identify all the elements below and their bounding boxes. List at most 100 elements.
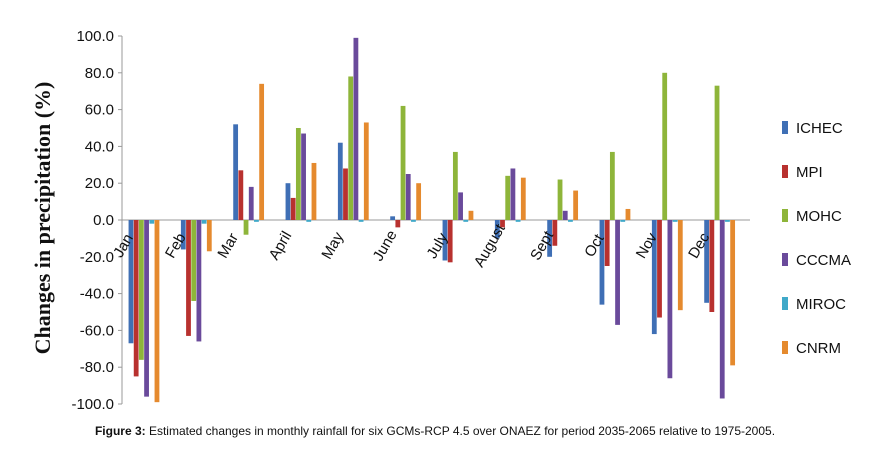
bar-cccma-august xyxy=(510,168,516,220)
bar-cnrm-august xyxy=(520,177,526,220)
y-tick-label: -100.0 xyxy=(71,396,114,413)
bar-mohc-mar xyxy=(243,220,249,235)
caption-text: Estimated changes in monthly rainfall fo… xyxy=(145,424,776,438)
bar-cnrm-june xyxy=(416,183,422,220)
bar-cnrm-april xyxy=(311,162,317,220)
bar-miroc-oct xyxy=(620,220,626,222)
bar-mpi-july xyxy=(447,220,453,263)
bar-ichec-june xyxy=(390,216,396,220)
y-tick-label: -80.0 xyxy=(80,359,114,376)
legend-label-cccma: CCCMA xyxy=(796,252,851,269)
x-tick-label: May xyxy=(318,229,347,262)
legend-swatch-mohc xyxy=(782,209,788,222)
bar-miroc-sept xyxy=(568,220,573,222)
bar-mpi-sept xyxy=(552,220,558,246)
bar-cccma-oct xyxy=(615,220,620,325)
bar-cnrm-mar xyxy=(259,83,265,220)
bar-ichec-oct xyxy=(599,220,605,305)
bar-mohc-june xyxy=(400,105,406,220)
x-tick-label: Mar xyxy=(214,230,242,261)
y-axis-label: Changes in precipitation (%) xyxy=(30,82,55,355)
legend-label-miroc: MIROC xyxy=(796,296,846,313)
legend-label-ichec: ICHEC xyxy=(796,120,843,137)
bar-ichec-nov xyxy=(651,220,657,335)
bar-cccma-july xyxy=(458,192,463,220)
y-tick-label: 0.0 xyxy=(93,212,114,229)
bar-mohc-april xyxy=(295,128,301,220)
y-tick-label: 80.0 xyxy=(85,65,114,82)
bar-mpi-june xyxy=(395,220,401,228)
bar-cccma-may xyxy=(353,37,359,221)
legend: ICHEC MPI MOHC CCCMA MIROC CNRM xyxy=(782,120,851,357)
bar-miroc-feb xyxy=(201,220,207,224)
bar-mohc-july xyxy=(452,151,458,220)
bar-cnrm-sept xyxy=(573,190,579,220)
bar-mpi-mar xyxy=(238,170,244,220)
bar-miroc-jan xyxy=(149,220,155,224)
bar-cccma-june xyxy=(405,174,411,220)
legend-label-mohc: MOHC xyxy=(796,208,842,225)
legend-swatch-cnrm xyxy=(782,341,788,354)
bar-ichec-sept xyxy=(547,220,553,257)
bar-miroc-mar xyxy=(254,220,259,222)
y-tick-label: 20.0 xyxy=(85,175,114,192)
x-tick-label: Nov xyxy=(633,230,661,262)
bar-ichec-july xyxy=(442,220,448,261)
bar-cnrm-dec xyxy=(730,220,736,366)
y-tick-label: 60.0 xyxy=(85,102,114,119)
bar-mpi-april xyxy=(290,197,296,220)
y-tick-label: 40.0 xyxy=(85,138,114,155)
rainfall-change-chart: Changes in precipitation (%) 100.0 80.0 60… xyxy=(30,28,851,413)
bar-miroc-nov xyxy=(672,220,678,222)
bar-cnrm-july xyxy=(468,210,474,220)
bar-miroc-april xyxy=(306,220,312,222)
bar-cccma-mar xyxy=(248,186,254,220)
y-tick-label: -40.0 xyxy=(80,286,114,303)
bar-cnrm-nov xyxy=(677,220,683,311)
bar-ichec-may xyxy=(337,142,343,220)
x-tick-label: April xyxy=(266,229,296,263)
bar-ichec-august xyxy=(494,220,500,239)
bar-miroc-june xyxy=(411,220,416,222)
bar-miroc-august xyxy=(515,220,521,222)
bar-mpi-may xyxy=(343,168,348,220)
bar-cccma-dec xyxy=(719,220,725,399)
y-tick-label: -20.0 xyxy=(80,249,114,266)
legend-label-mpi: MPI xyxy=(796,164,823,181)
bar-cccma-nov xyxy=(667,220,673,379)
bar-mpi-august xyxy=(500,220,505,228)
y-tick-label: -60.0 xyxy=(80,322,114,339)
bar-ichec-feb xyxy=(180,220,186,250)
x-tick-label: June xyxy=(370,227,401,264)
bar-cnrm-oct xyxy=(625,208,631,220)
bar-cccma-sept xyxy=(562,210,568,220)
bar-mpi-feb xyxy=(186,220,191,336)
bar-ichec-april xyxy=(285,183,291,220)
bar-cccma-feb xyxy=(196,220,202,342)
bar-ichec-mar xyxy=(233,124,239,220)
y-tick-label: 100.0 xyxy=(76,28,114,45)
bar-cccma-jan xyxy=(144,220,149,397)
bar-cccma-april xyxy=(301,133,306,220)
bar-cnrm-feb xyxy=(206,220,212,252)
bar-mohc-nov xyxy=(662,72,668,220)
bar-mpi-dec xyxy=(709,220,715,312)
bar-mohc-oct xyxy=(609,151,615,220)
legend-swatch-miroc xyxy=(782,297,788,310)
x-tick-label: Dec xyxy=(685,230,713,262)
x-tick-label: July xyxy=(423,230,451,262)
bar-miroc-july xyxy=(463,220,469,222)
bar-miroc-dec xyxy=(725,220,730,222)
legend-label-cnrm: CNRM xyxy=(796,340,841,357)
x-tick-label: August xyxy=(471,221,509,271)
bar-mohc-may xyxy=(348,76,354,220)
plot-area: 100.0 80.0 60.0 40.0 20.0 0.0 -20.0 -40.0 -60.0 -… xyxy=(71,28,750,413)
bar-cnrm-jan xyxy=(154,220,160,403)
bar-mpi-jan xyxy=(133,220,139,377)
legend-swatch-mpi xyxy=(782,165,788,178)
bar-ichec-dec xyxy=(704,220,710,303)
bar-mohc-jan xyxy=(138,220,144,360)
bar-mpi-nov xyxy=(657,220,662,318)
bar-miroc-may xyxy=(358,220,364,222)
bar-mohc-sept xyxy=(557,179,563,220)
